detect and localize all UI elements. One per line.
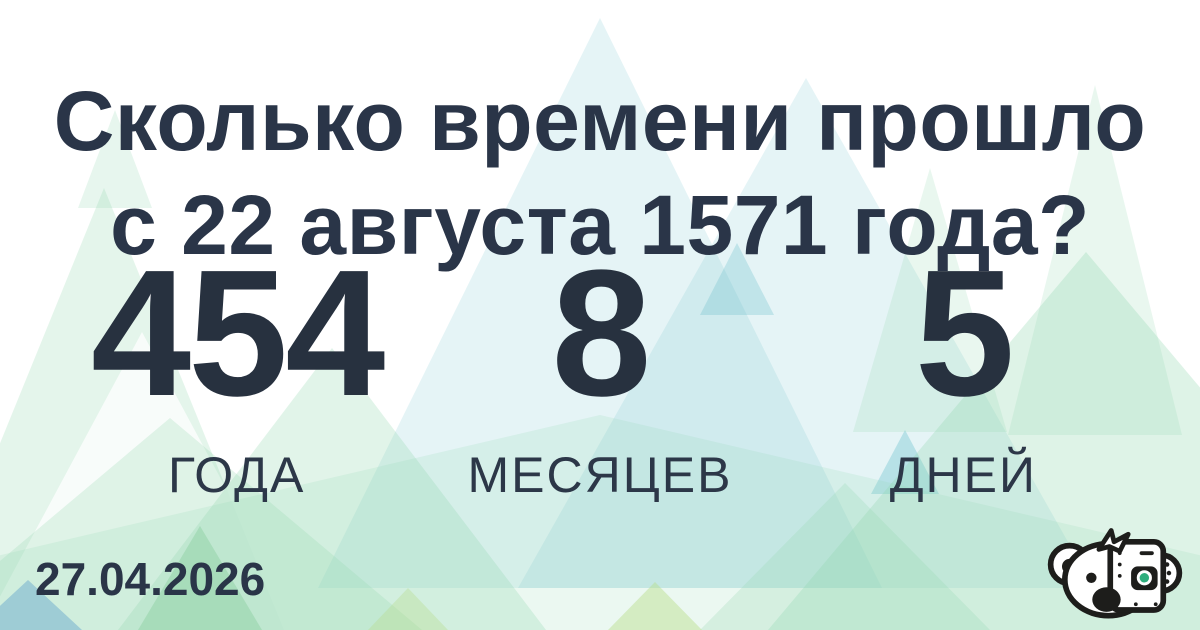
stats-row: 454 ГОДА 8 МЕСЯЦЕВ 5 ДНЕЙ: [55, 244, 1145, 504]
page-title: Сколько времени прошло с 22 августа 1571…: [0, 70, 1200, 277]
months-value: 8: [551, 233, 651, 434]
title-line-1: Сколько времени прошло: [53, 74, 1147, 169]
title-line-2: с 22 августа 1571 года?: [110, 177, 1090, 272]
stat-months: 8 МЕСЯЦЕВ: [418, 244, 781, 504]
current-date: 27.04.2026: [35, 553, 266, 605]
days-label: ДНЕЙ: [889, 447, 1037, 503]
stat-years: 454 ГОДА: [55, 244, 418, 504]
years-value: 454: [91, 233, 385, 434]
days-value: 5: [914, 233, 1015, 434]
koala-robot-logo: [1047, 528, 1183, 619]
years-label: ГОДА: [168, 447, 306, 503]
months-label: МЕСЯЦЕВ: [467, 447, 733, 503]
stat-days: 5 ДНЕЙ: [782, 244, 1145, 504]
